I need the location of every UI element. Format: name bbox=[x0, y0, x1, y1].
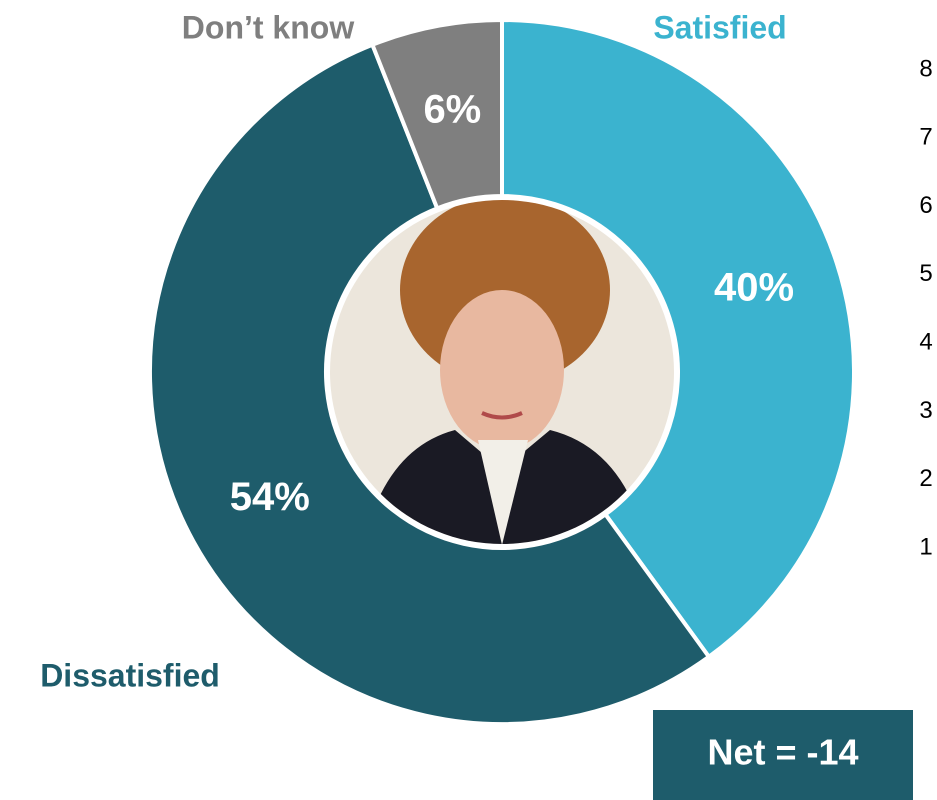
blouse bbox=[478, 440, 528, 544]
side-label: 4 bbox=[919, 329, 932, 356]
side-label: 3 bbox=[919, 397, 932, 424]
side-label: 7 bbox=[919, 124, 932, 151]
side-label: 5 bbox=[919, 260, 932, 287]
value-label: 40% bbox=[714, 266, 794, 310]
category-label: Dissatisfied bbox=[40, 657, 220, 693]
face bbox=[440, 290, 564, 450]
slices bbox=[148, 17, 856, 726]
side-label: 8 bbox=[919, 55, 932, 82]
mouth bbox=[481, 411, 523, 420]
portrait bbox=[326, 196, 678, 548]
side-label: 1 bbox=[919, 533, 932, 560]
side-label: 6 bbox=[919, 192, 932, 219]
value-label: 6% bbox=[423, 87, 481, 131]
category-label: Satisfied bbox=[653, 9, 786, 45]
labels: 40% Satisfied 54% Dissatisfied 6% Don’t know 8… bbox=[40, 9, 932, 693]
category-label: Don’t know bbox=[182, 9, 355, 45]
net-box bbox=[653, 710, 913, 800]
value-label: 54% bbox=[230, 475, 310, 519]
net-label: Net = -14 bbox=[707, 732, 858, 773]
side-label: 2 bbox=[919, 465, 932, 492]
